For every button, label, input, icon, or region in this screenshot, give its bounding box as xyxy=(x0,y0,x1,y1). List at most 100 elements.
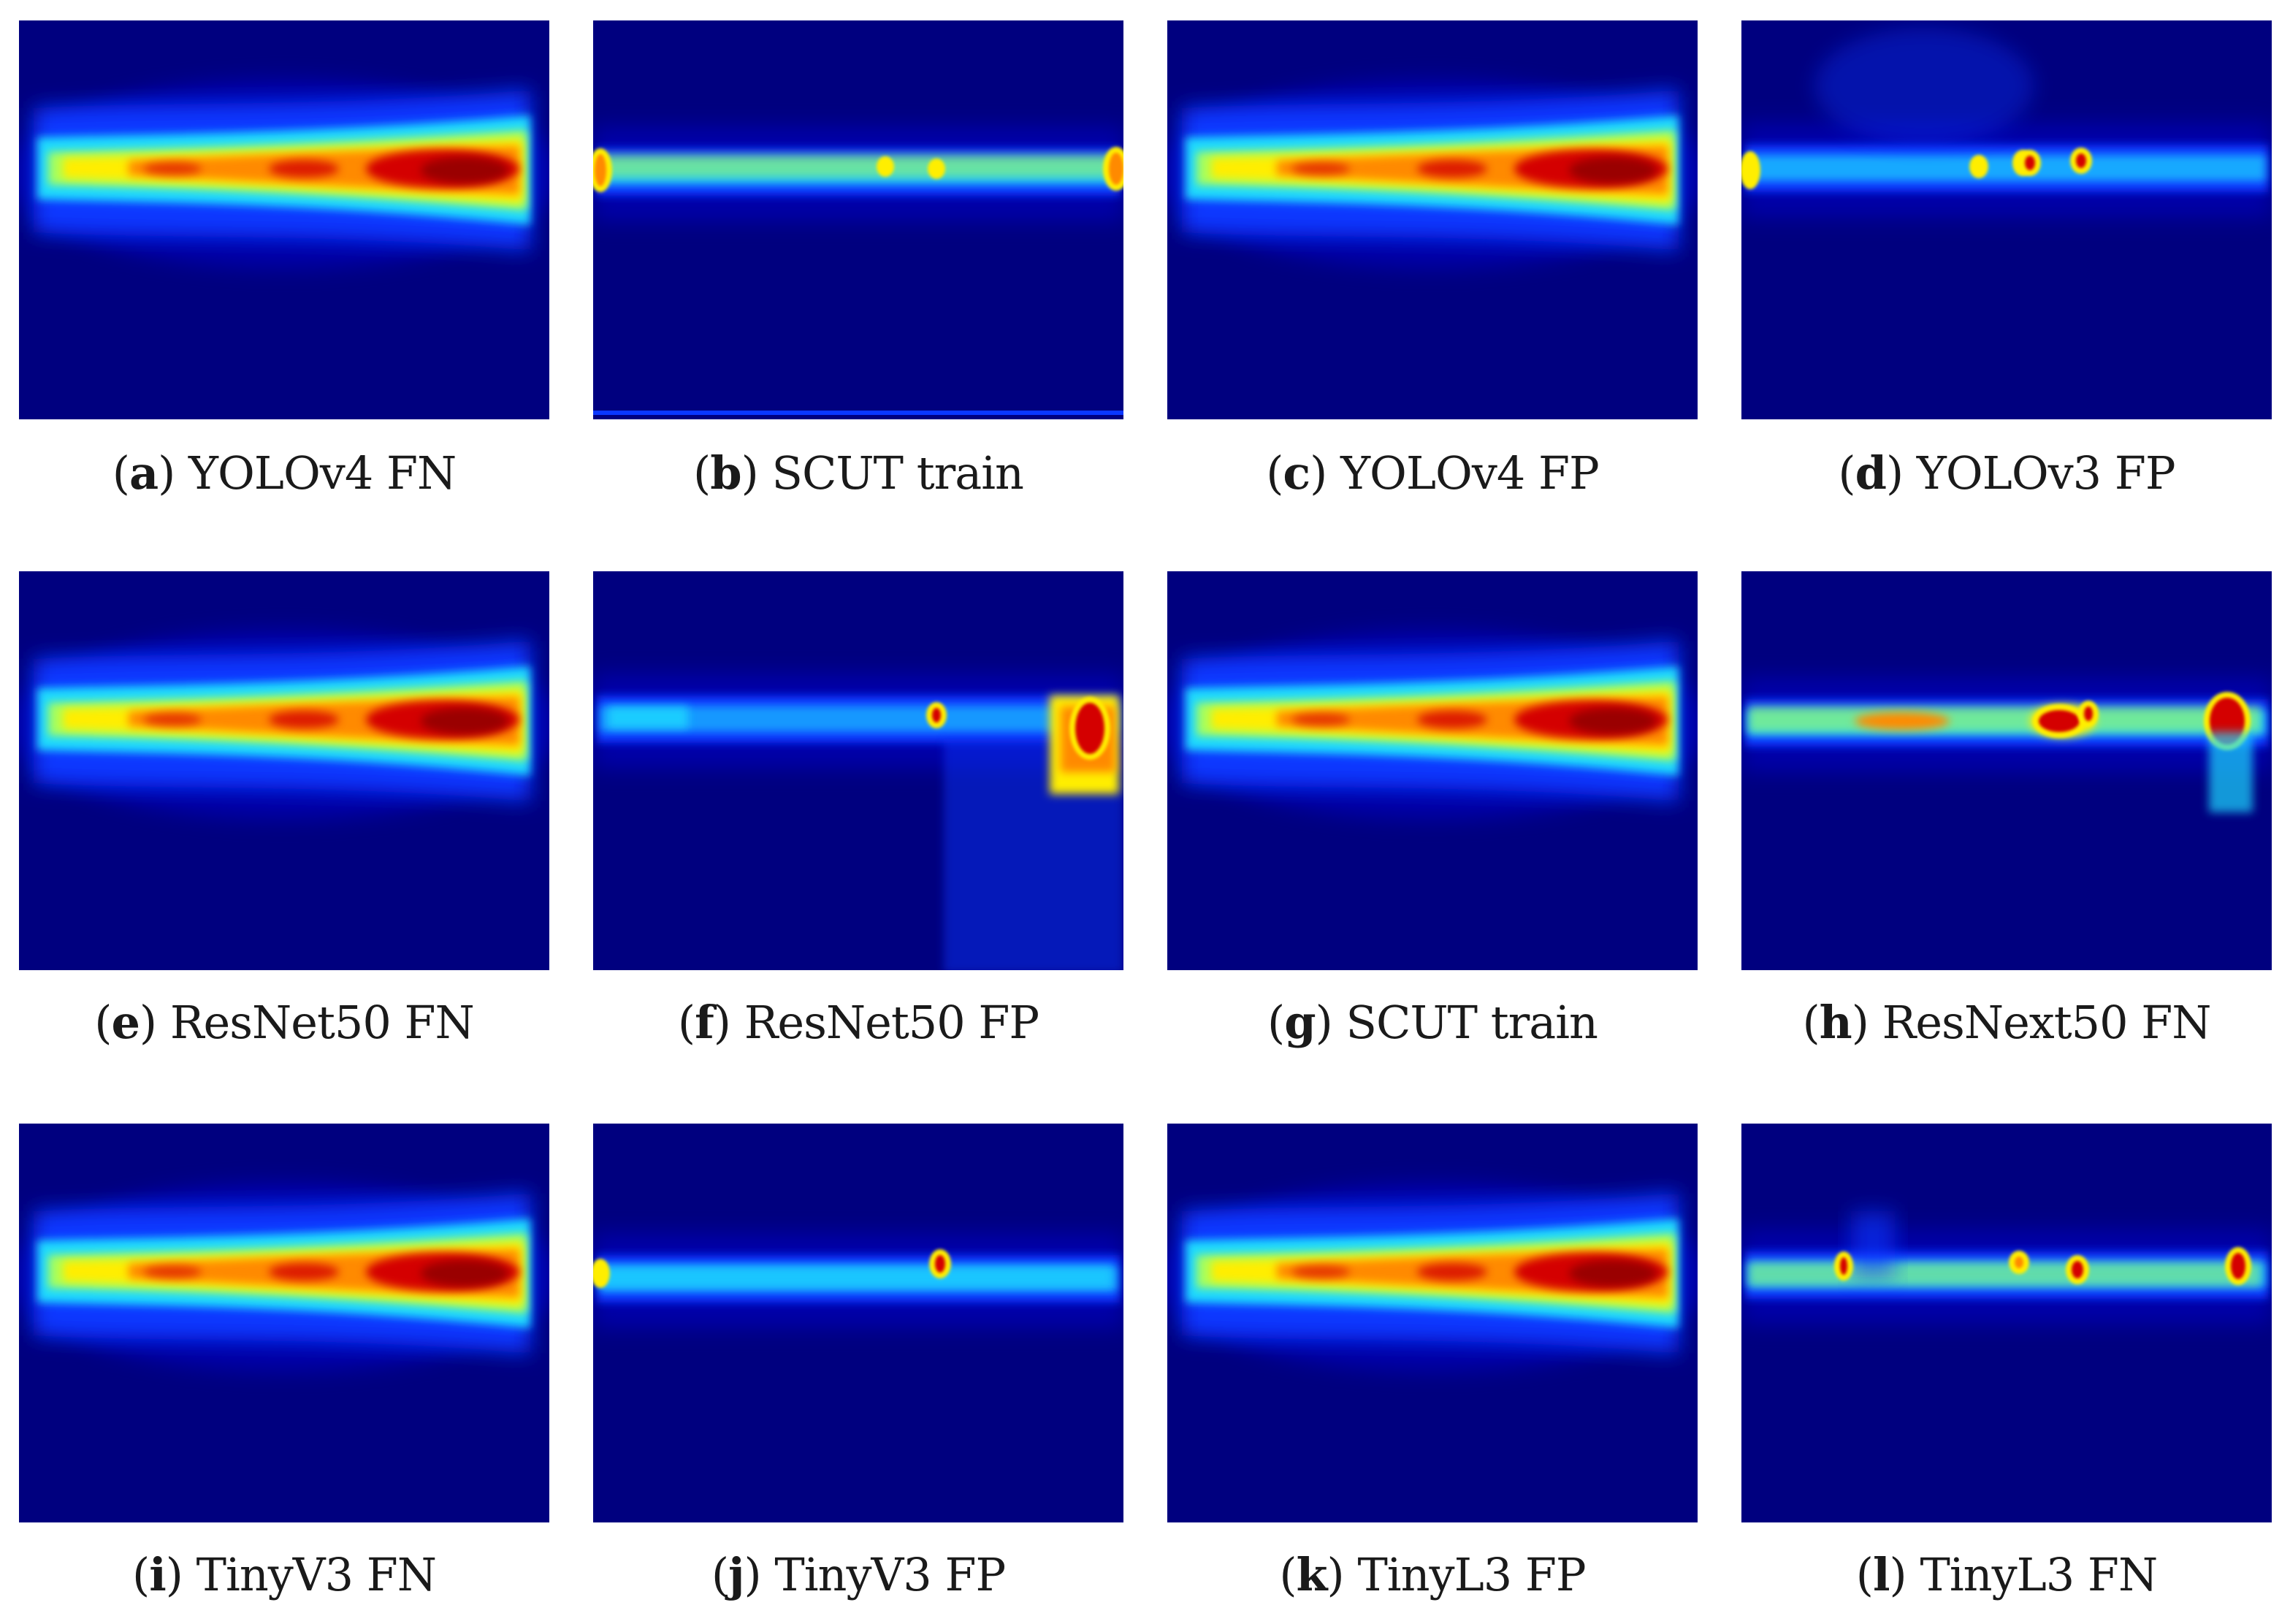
band-cyan xyxy=(608,706,688,728)
caption-letter: i xyxy=(149,1548,167,1601)
edge-line xyxy=(593,411,1123,415)
hot-spot xyxy=(1417,1263,1487,1281)
hot-spot xyxy=(143,162,202,175)
hot-core xyxy=(1569,157,1657,183)
caption-d: (d) YOLOv3 FP xyxy=(1838,446,2176,500)
heatmap-panel-d xyxy=(1741,20,2272,419)
caption-l: (l) TinyL3 FN xyxy=(1855,1548,2158,1601)
caption-text: ResNet50 FN xyxy=(169,996,475,1049)
band-cyan xyxy=(600,1266,1112,1288)
hot-spot xyxy=(2231,1253,2245,1279)
heatmap-panel-a xyxy=(19,20,549,419)
caption-letter: l xyxy=(1872,1548,1890,1601)
hot-spot xyxy=(269,160,339,178)
caption-c: (c) YOLOv4 FP xyxy=(1266,446,1600,500)
caption-letter: h xyxy=(1819,996,1852,1049)
heatmap-image xyxy=(593,571,1123,970)
hot-spot xyxy=(2084,706,2093,721)
heatmap-panel-j xyxy=(593,1124,1123,1522)
hot-spot xyxy=(1855,712,1950,730)
band-cyan xyxy=(2209,732,2253,812)
hot-spot xyxy=(143,713,202,726)
hot-spot xyxy=(1291,1265,1350,1278)
caption-letter: g xyxy=(1284,996,1316,1049)
hot-spot xyxy=(2015,1257,2023,1268)
heatmap-image xyxy=(1741,571,2272,970)
caption-text: TinyV3 FP xyxy=(774,1548,1006,1601)
caption-letter: a xyxy=(129,446,159,500)
caption-letter: j xyxy=(728,1548,744,1601)
caption-text: ResNext50 FN xyxy=(1882,996,2212,1049)
caption-text: ResNet50 FP xyxy=(744,996,1039,1049)
heatmap-panel-i xyxy=(19,1124,549,1522)
heatmap-panel-b xyxy=(593,20,1123,419)
hot-core xyxy=(421,1260,508,1286)
hot-spot xyxy=(882,162,888,171)
caption-letter: e xyxy=(111,996,140,1049)
heatmap-image xyxy=(19,1124,549,1522)
hot-core xyxy=(421,708,508,734)
band-green xyxy=(600,154,1116,178)
hot-spot xyxy=(595,154,606,186)
hot-spot xyxy=(1417,160,1487,178)
caption-k: (k) TinyL3 FP xyxy=(1279,1548,1586,1601)
caption-text: YOLOv3 FP xyxy=(1916,446,2176,500)
caption-text: YOLOv4 FP xyxy=(1340,446,1600,500)
caption-letter: c xyxy=(1283,446,1310,500)
caption-g: (g) SCUT train xyxy=(1267,996,1598,1049)
heatmap-image xyxy=(1167,571,1698,970)
band-cyan xyxy=(1747,155,2266,181)
caption-text: SCUT train xyxy=(771,446,1024,500)
hot-spot xyxy=(269,711,339,728)
hot-spot xyxy=(1291,162,1350,175)
heatmap-image xyxy=(593,20,1123,419)
heatmap-panel-k xyxy=(1167,1124,1698,1522)
caption-b: (b) SCUT train xyxy=(693,446,1024,500)
caption-i: (i) TinyV3 FN xyxy=(131,1548,437,1601)
heatmap-image xyxy=(593,1124,1123,1522)
hot-spot xyxy=(932,708,941,723)
caption-a: (a) YOLOv4 FN xyxy=(112,446,457,500)
hot-spot xyxy=(934,164,939,173)
heatmap-panel-c xyxy=(1167,20,1698,419)
heatmap-panel-e xyxy=(19,571,549,970)
hot-spot xyxy=(1975,161,1982,172)
hot-spot xyxy=(1746,157,1755,183)
hot-spot xyxy=(1291,713,1350,726)
caption-text: TinyL3 FP xyxy=(1357,1548,1586,1601)
hot-core xyxy=(421,157,508,183)
caption-text: TinyL3 FN xyxy=(1920,1548,2158,1601)
caption-f: (f) ResNet50 FP xyxy=(677,996,1039,1049)
caption-letter: d xyxy=(1855,446,1887,500)
faint-glow xyxy=(1851,1211,1895,1277)
heatmap-panel-f xyxy=(593,571,1123,970)
faint-glow xyxy=(1814,28,2034,145)
caption-letter: f xyxy=(695,996,714,1049)
hot-spot xyxy=(2039,710,2080,732)
heatmap-panel-g xyxy=(1167,571,1698,970)
hot-spot xyxy=(2025,156,2035,170)
heatmap-image xyxy=(1167,20,1698,419)
heatmap-image xyxy=(19,20,549,419)
band-green xyxy=(1749,706,2260,732)
caption-text: SCUT train xyxy=(1346,996,1598,1049)
caption-e: (e) ResNet50 FN xyxy=(94,996,475,1049)
hot-spot xyxy=(1840,1257,1847,1275)
heatmap-panel-h xyxy=(1741,571,2272,970)
caption-text: YOLOv4 FN xyxy=(188,446,457,500)
caption-letter: k xyxy=(1296,1548,1328,1601)
heatmap-image xyxy=(1741,1124,2272,1522)
hot-spot xyxy=(1417,711,1487,728)
band-green xyxy=(1749,1262,2260,1286)
heatmap-panel-l xyxy=(1741,1124,2272,1522)
hot-spot xyxy=(2072,1261,2083,1278)
caption-letter: b xyxy=(710,446,741,500)
hot-spot xyxy=(935,1255,945,1273)
hot-core xyxy=(1569,1260,1657,1286)
hot-spot xyxy=(2076,153,2086,168)
hot-spot xyxy=(1109,153,1123,185)
heatmap-image xyxy=(1741,20,2272,419)
hot-core xyxy=(1569,708,1657,734)
caption-text: TinyV3 FN xyxy=(196,1548,437,1601)
hot-spot xyxy=(597,1265,604,1282)
